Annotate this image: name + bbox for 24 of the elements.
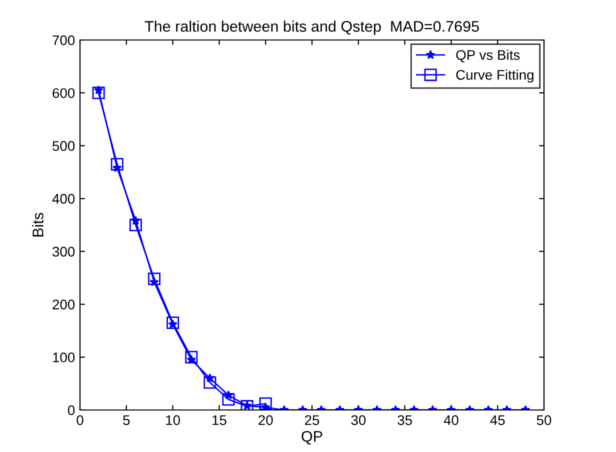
- x-tick-label: 25: [304, 415, 320, 426]
- x-tick-label: 15: [212, 415, 226, 426]
- y-tick-label: 700: [52, 35, 75, 46]
- chart-title: The raltion between bits and Qstep MAD=0.7695: [144, 20, 479, 35]
- y-tick-label: 400: [52, 194, 75, 204]
- legend-label: QP vs Bits: [456, 50, 520, 62]
- x-tick-label: 35: [398, 415, 412, 426]
- x-tick-label: 40: [444, 415, 458, 426]
- y-tick-label: 500: [52, 141, 75, 151]
- y-tick-label: 100: [53, 352, 75, 362]
- x-axis-title: QP: [302, 430, 322, 445]
- y-tick-label: 200: [52, 300, 75, 310]
- x-tick-label: 30: [351, 415, 366, 426]
- y-tick-label: 0: [68, 405, 75, 416]
- x-tick-label: 10: [166, 415, 180, 426]
- x-tick-label: 50: [536, 415, 552, 426]
- x-tick-label: 45: [490, 415, 505, 426]
- y-tick-label: 300: [52, 246, 75, 257]
- x-tick-label: 0: [76, 415, 84, 426]
- x-tick-label: 5: [123, 415, 130, 426]
- x-tick-label: 20: [258, 415, 273, 426]
- y-axis-title: Bits: [32, 212, 44, 236]
- y-tick-label: 600: [52, 88, 75, 98]
- legend-label: Curve Fitting: [456, 70, 534, 83]
